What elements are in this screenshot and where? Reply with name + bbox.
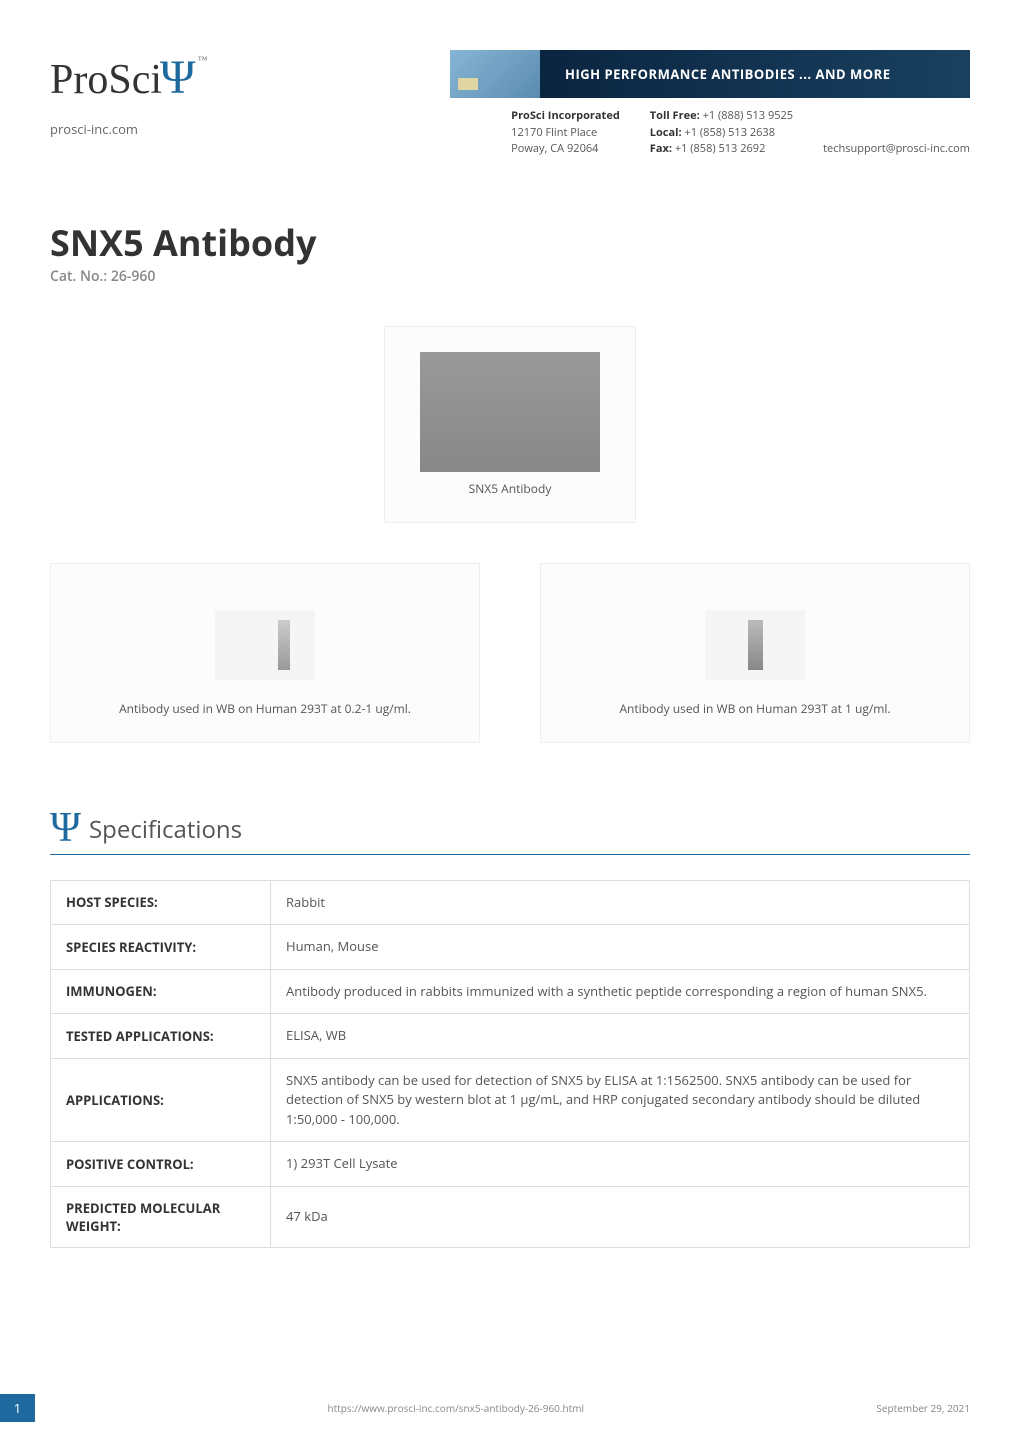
specifications-header: Ψ Specifications <box>50 813 970 855</box>
main-image-caption: SNX5 Antibody <box>420 480 600 497</box>
spec-value: 1) 293T Cell Lysate <box>271 1142 970 1187</box>
phones-col: Toll Free: +1 (888) 513 9525 Local: +1 (… <box>650 108 793 158</box>
table-row: APPLICATIONS:SNX5 antibody can be used f… <box>51 1058 970 1142</box>
page-header: ProSci Ψ prosci-inc.com HIGH PERFORMANCE… <box>50 50 970 158</box>
image-card-left: Antibody used in WB on Human 293T at 0.2… <box>50 563 480 743</box>
local-phone: Local: +1 (858) 513 2638 <box>650 125 793 142</box>
banner: HIGH PERFORMANCE ANTIBODIES ... AND MORE <box>450 50 970 98</box>
logo-psi-icon: Ψ <box>160 50 195 105</box>
product-title-block: SNX5 Antibody Cat. No.: 26-960 <box>50 218 970 286</box>
spec-label: PREDICTED MOLECULAR WEIGHT: <box>51 1186 271 1247</box>
spec-label: TESTED APPLICATIONS: <box>51 1014 271 1059</box>
email-col: techsupport@prosci-inc.com <box>823 108 970 158</box>
spec-value: Rabbit <box>271 880 970 925</box>
main-image-card: SNX5 Antibody <box>384 326 636 523</box>
catalog-number: Cat. No.: 26-960 <box>50 267 970 286</box>
wb-image-left <box>215 610 315 680</box>
address-col: ProSci Incorporated 12170 Flint Place Po… <box>511 108 620 158</box>
spec-value: ELISA, WB <box>271 1014 970 1059</box>
section-title: Specifications <box>89 813 242 846</box>
spec-label: HOST SPECIES: <box>51 880 271 925</box>
address-line-1: 12170 Flint Place <box>511 125 620 142</box>
western-blot-image <box>420 352 600 472</box>
spec-label: POSITIVE CONTROL: <box>51 1142 271 1187</box>
fax: Fax: +1 (858) 513 2692 <box>650 141 793 158</box>
company-name: ProSci Incorporated <box>511 108 620 125</box>
logo-text-pro: ProSci <box>50 56 162 104</box>
banner-image <box>450 50 540 98</box>
wb-image-right <box>705 610 805 680</box>
header-right: HIGH PERFORMANCE ANTIBODIES ... AND MORE… <box>450 50 970 158</box>
banner-tagline: HIGH PERFORMANCE ANTIBODIES ... AND MORE <box>540 50 970 98</box>
image-caption-right: Antibody used in WB on Human 293T at 1 u… <box>619 700 890 717</box>
spec-value: 47 kDa <box>271 1186 970 1247</box>
product-title: SNX5 Antibody <box>50 218 970 267</box>
page-number: 1 <box>0 1394 35 1422</box>
footer-url[interactable]: https://www.prosci-inc.com/snx5-antibody… <box>35 1401 876 1415</box>
page-footer: 1 https://www.prosci-inc.com/snx5-antibo… <box>0 1394 1020 1422</box>
contact-info: ProSci Incorporated 12170 Flint Place Po… <box>511 108 970 158</box>
table-row: IMMUNOGEN:Antibody produced in rabbits i… <box>51 969 970 1014</box>
table-row: SPECIES REACTIVITY:Human, Mouse <box>51 925 970 970</box>
spec-label: IMMUNOGEN: <box>51 969 271 1014</box>
logo-column: ProSci Ψ prosci-inc.com <box>50 50 195 138</box>
table-row: POSITIVE CONTROL:1) 293T Cell Lysate <box>51 1142 970 1187</box>
spec-value: Human, Mouse <box>271 925 970 970</box>
address-line-2: Poway, CA 92064 <box>511 141 620 158</box>
table-row: TESTED APPLICATIONS:ELISA, WB <box>51 1014 970 1059</box>
website-link[interactable]: prosci-inc.com <box>50 120 195 138</box>
spec-value: SNX5 antibody can be used for detection … <box>271 1058 970 1142</box>
table-row: PREDICTED MOLECULAR WEIGHT:47 kDa <box>51 1186 970 1247</box>
image-card-right: Antibody used in WB on Human 293T at 1 u… <box>540 563 970 743</box>
company-logo: ProSci Ψ <box>50 50 195 105</box>
image-caption-left: Antibody used in WB on Human 293T at 0.2… <box>119 700 411 717</box>
psi-icon: Ψ <box>50 814 81 843</box>
spec-label: SPECIES REACTIVITY: <box>51 925 271 970</box>
images-section: SNX5 Antibody Antibody used in WB on Hum… <box>50 326 970 743</box>
table-row: HOST SPECIES:Rabbit <box>51 880 970 925</box>
footer-date: September 29, 2021 <box>876 1401 970 1415</box>
image-row: Antibody used in WB on Human 293T at 0.2… <box>50 563 970 743</box>
spec-value: Antibody produced in rabbits immunized w… <box>271 969 970 1014</box>
specifications-table: HOST SPECIES:RabbitSPECIES REACTIVITY:Hu… <box>50 880 970 1248</box>
toll-free: Toll Free: +1 (888) 513 9525 <box>650 108 793 125</box>
spec-label: APPLICATIONS: <box>51 1058 271 1142</box>
support-email[interactable]: techsupport@prosci-inc.com <box>823 141 970 158</box>
